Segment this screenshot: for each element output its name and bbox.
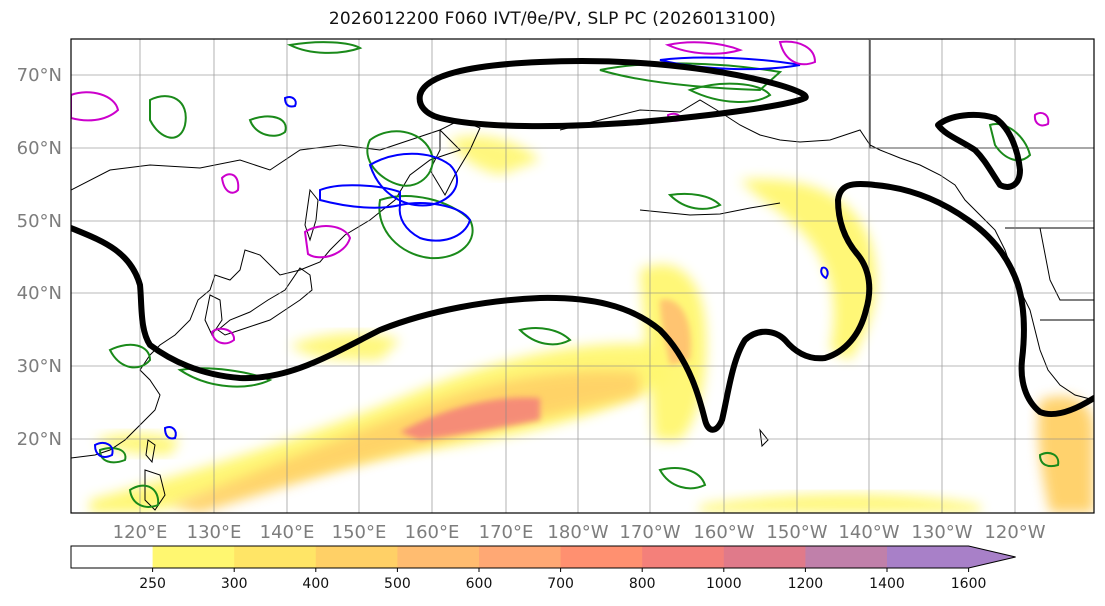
colorbar-segment: [642, 546, 725, 568]
colorbar-segment: [397, 546, 480, 568]
lat-label: 70°N: [17, 65, 62, 86]
colorbar-segment: [805, 546, 888, 568]
colorbar-label: 600: [466, 576, 493, 592]
lon-label: 150°W: [766, 522, 827, 543]
colorbar-label: 400: [302, 576, 329, 592]
lat-labels: 70°N 60°N 50°N 40°N 30°N 20°N: [17, 65, 62, 450]
colorbar-segment: [723, 546, 806, 568]
lon-label: 140°E: [260, 522, 315, 543]
colorbar-outline: [70, 545, 1016, 569]
colorbar-label: 700: [547, 576, 574, 592]
lon-label: 130°E: [187, 522, 242, 543]
colorbar-segment: [479, 546, 562, 568]
lon-label: 140°W: [838, 522, 899, 543]
lon-label: 130°W: [911, 522, 972, 543]
lon-labels: 120°E 130°E 140°E 150°E 160°E 170°E 180°…: [113, 522, 1046, 543]
colorbar-label: 500: [384, 576, 411, 592]
pv-magenta-contours: [71, 40, 1050, 345]
lon-label: 180°W: [547, 522, 608, 543]
colorbar-segments: [70, 545, 1016, 569]
lon-label: 120°E: [113, 522, 168, 543]
map-background: [71, 39, 1094, 513]
colorbar-label: 1400: [869, 576, 905, 592]
ivt-shading: [90, 136, 1094, 513]
colorbar-label: 1200: [788, 576, 824, 592]
colorbar-segment: [71, 546, 154, 568]
colorbar-segment: [315, 546, 398, 568]
map-title: 2026012200 F060 IVT/θe/PV, SLP PC (20260…: [328, 9, 777, 29]
colorbar-label: 300: [221, 576, 248, 592]
colorbar-segment: [152, 546, 235, 568]
colorbar-segment: [560, 546, 643, 568]
lon-label: 160°W: [693, 522, 754, 543]
lat-label: 20°N: [17, 429, 62, 450]
lat-label: 30°N: [17, 356, 62, 377]
colorbar-label: 800: [629, 576, 656, 592]
colorbar-label: 1600: [951, 576, 987, 592]
lat-label: 60°N: [17, 138, 62, 159]
colorbar-label: 1000: [706, 576, 742, 592]
lon-label: 170°E: [479, 522, 534, 543]
lat-label: 50°N: [17, 211, 62, 232]
colorbar-segment: [234, 546, 317, 568]
slp-contours: [71, 57, 1094, 433]
colorbar-labels: 250 300 400 500 600 700 800 1000 1200 1400 1600: [139, 568, 986, 592]
lon-label: 170°W: [619, 522, 680, 543]
colorbar-segment: [887, 546, 1016, 568]
lon-label: 150°E: [332, 522, 387, 543]
map-frame: [70, 38, 1095, 514]
lon-label: 160°E: [405, 522, 460, 543]
colorbar: 250 300 400 500 600 700 800 1000 1200 1400 1600: [70, 545, 1016, 592]
colorbar-label: 250: [139, 576, 166, 592]
lat-label: 40°N: [17, 283, 62, 304]
lon-label: 120°W: [984, 522, 1045, 543]
